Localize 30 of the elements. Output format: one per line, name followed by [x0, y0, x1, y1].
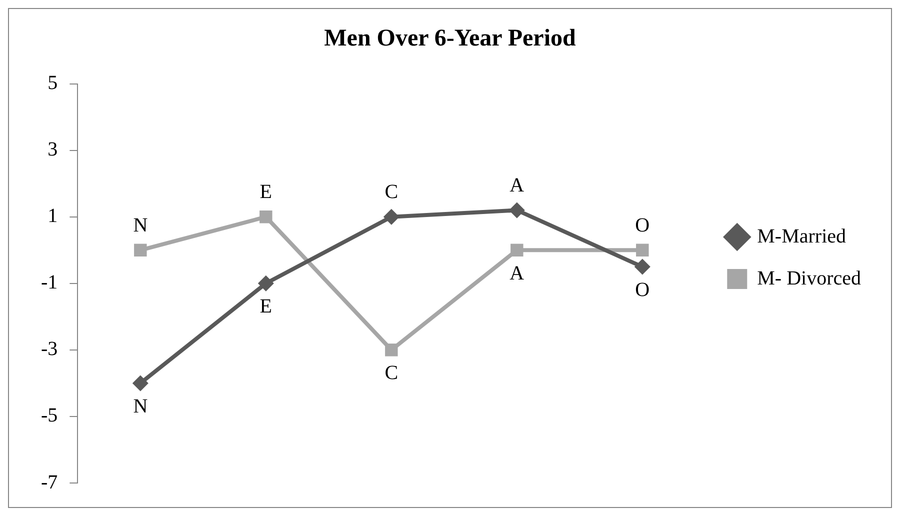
point [510, 244, 524, 256]
data-label: O [635, 214, 650, 236]
data-label: A [510, 174, 525, 196]
data-label: A [510, 262, 525, 284]
data-label: E [260, 181, 272, 204]
data-label: N [133, 214, 148, 236]
data-label: E [260, 296, 272, 318]
point [132, 375, 148, 392]
y-tick-label: 5 [48, 72, 58, 94]
y-tick-label: 1 [48, 205, 58, 228]
y-tick-label: 3 [48, 138, 58, 161]
point [636, 244, 649, 256]
point [258, 275, 274, 292]
chart-title: Men Over 6-Year Period [324, 26, 576, 52]
y-tick-label: -3 [40, 338, 58, 360]
point [383, 208, 400, 225]
data-label: C [384, 362, 398, 384]
data-label: O [635, 279, 650, 302]
legend-label: M-Married [757, 225, 846, 248]
y-tick-label: -7 [40, 471, 58, 494]
point [508, 202, 525, 218]
point [134, 244, 147, 256]
legend-label: M- Divorced [757, 267, 861, 290]
y-tick-label: -1 [40, 272, 58, 294]
point [634, 258, 650, 275]
data-label: C [384, 181, 398, 204]
data-label: N [133, 395, 148, 418]
point [385, 344, 398, 356]
y-tick-label: -5 [40, 404, 58, 427]
point [260, 210, 272, 224]
